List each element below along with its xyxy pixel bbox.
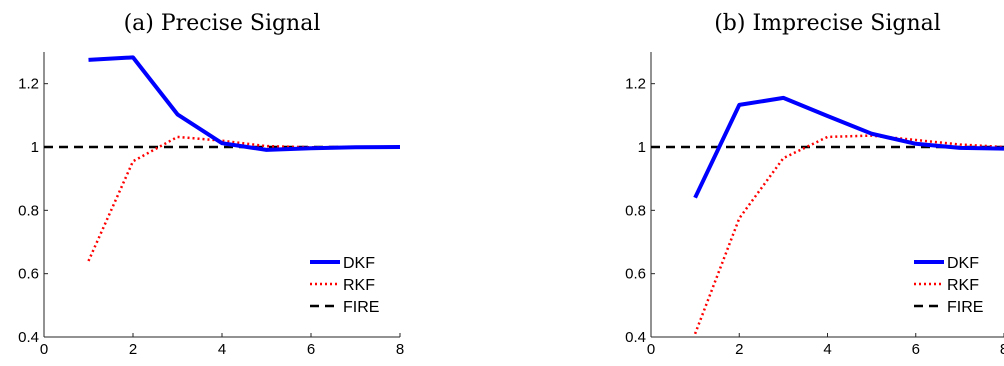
legend-label-rkf: RKF: [343, 277, 375, 294]
y-tick-label: 0.4: [625, 329, 646, 346]
chart-title: (a) Precise Signal: [124, 11, 321, 36]
series-line-dkf: [88, 55, 400, 152]
legend-label-fire: FIRE: [947, 299, 983, 316]
legend: DKF RKF FIRE: [310, 255, 379, 316]
series-line-dkf: [693, 95, 1004, 199]
y-tick-label: 1.2: [18, 76, 39, 93]
x-tick-label: 4: [823, 341, 831, 358]
x-tick-label: 4: [218, 341, 226, 358]
x-tick-label: 2: [129, 341, 137, 358]
series-line-rkf: [693, 134, 1004, 335]
x-tick-label: 0: [647, 341, 655, 358]
chart-panel-1: (b) Imprecise Signal 0 2 4 6 8 0.4 0.6 0.8 1 1.2 DK…: [625, 11, 1004, 358]
chart-panel-0: (a) Precise Signal 0 2 4 6 8 0.4 0.6 0.8 1 1.2 DKF R…: [18, 11, 404, 358]
chart-title: (b) Imprecise Signal: [714, 11, 941, 36]
legend-label-dkf: DKF: [343, 255, 375, 272]
y-tick-label: 0.8: [625, 202, 646, 219]
y-tick-label: 0.6: [625, 266, 646, 283]
x-tick-label: 6: [912, 341, 920, 358]
y-tick-label: 0.6: [18, 266, 39, 283]
legend-label-rkf: RKF: [947, 277, 979, 294]
y-tick-label: 1: [638, 139, 646, 156]
x-tick-label: 8: [396, 341, 404, 358]
x-tick-label: 2: [735, 341, 743, 358]
legend-label-fire: FIRE: [343, 299, 379, 316]
series-line-rkf: [87, 135, 400, 262]
x-tick-label: 0: [40, 341, 48, 358]
y-tick-label: 0.8: [18, 202, 39, 219]
legend: DKF RKF FIRE: [914, 255, 983, 316]
x-tick-label: 8: [1000, 341, 1004, 358]
x-tick-label: 6: [307, 341, 315, 358]
legend-label-dkf: DKF: [947, 255, 979, 272]
y-tick-label: 1: [31, 139, 39, 156]
y-tick-label: 0.4: [18, 329, 39, 346]
y-tick-label: 1.2: [625, 76, 646, 93]
